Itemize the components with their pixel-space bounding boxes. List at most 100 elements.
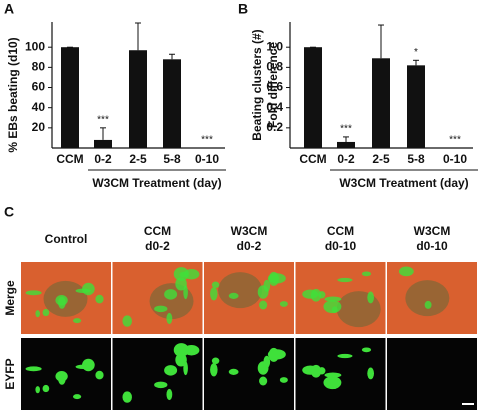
- fluorescent-cluster: [267, 349, 286, 360]
- y-tick-label: 1.0: [266, 39, 283, 53]
- fluorescent-cluster: [73, 318, 82, 324]
- bar: [407, 65, 425, 148]
- fluorescent-cluster: [25, 290, 42, 296]
- column-label: d0-2: [145, 239, 170, 253]
- fluorescent-cluster: [154, 381, 168, 389]
- fluorescent-cluster: [337, 277, 353, 283]
- y-tick-label: 20: [32, 120, 46, 134]
- column-label: d0-10: [325, 239, 357, 253]
- x-tick-label: 2-5: [129, 152, 147, 166]
- y-tick-label: 80: [32, 60, 46, 74]
- fluorescent-cluster: [122, 315, 132, 327]
- fluorescent-cluster: [164, 365, 178, 376]
- fluorescent-cluster: [228, 368, 239, 375]
- column-label: CCM: [144, 224, 171, 238]
- y-tick-label: 60: [32, 80, 46, 94]
- fluorescent-cluster: [367, 291, 375, 304]
- y-tick-label: 40: [32, 100, 46, 114]
- panel-letter: C: [4, 204, 14, 220]
- dark-region: [336, 291, 381, 328]
- fluorescent-cluster: [259, 300, 268, 310]
- fluorescent-cluster: [55, 295, 68, 306]
- fluorescent-cluster: [166, 388, 173, 401]
- fluorescent-cluster: [323, 300, 342, 314]
- fluorescent-cluster: [73, 394, 82, 400]
- bar: [61, 47, 79, 149]
- fluorescent-cluster: [35, 386, 40, 394]
- fluorescent-cluster: [175, 353, 187, 367]
- bar: [163, 59, 181, 148]
- bar: [304, 47, 322, 149]
- y-tick-label: 100: [25, 39, 45, 53]
- fluorescent-cluster: [42, 384, 50, 393]
- fluorescent-cluster: [259, 376, 268, 386]
- x-tick-label: CCM: [299, 152, 326, 166]
- fluorescent-cluster: [75, 364, 92, 369]
- column-label: W3CM: [414, 224, 451, 238]
- y-tick-label: 0.4: [266, 100, 283, 114]
- significance: ***: [97, 114, 109, 125]
- fluorescent-cluster: [25, 366, 42, 372]
- y-axis-label: Beating clusters (#): [250, 29, 264, 140]
- column-label: CCM: [327, 224, 354, 238]
- fluorescent-cluster: [122, 391, 132, 403]
- fluorescent-cluster: [263, 279, 271, 292]
- fluorescent-cluster: [323, 376, 342, 390]
- fluorescent-cluster: [166, 312, 173, 325]
- fluorescent-cluster: [367, 367, 375, 380]
- fluorescent-cluster: [398, 266, 414, 277]
- column-label: W3CM: [231, 224, 268, 238]
- panel-letter: B: [238, 1, 248, 17]
- fluorescent-cluster: [173, 343, 189, 357]
- y-tick-label: 0.8: [266, 60, 283, 74]
- column-label: Control: [45, 232, 88, 246]
- x-tick-label: 0-10: [443, 152, 467, 166]
- fluorescent-cluster: [42, 308, 50, 317]
- fluorescent-cluster: [324, 296, 342, 302]
- fluorescent-cluster: [337, 353, 353, 359]
- x-tick-label: 5-8: [407, 152, 425, 166]
- dark-region: [218, 272, 263, 309]
- micrograph: [204, 338, 294, 410]
- fluorescent-cluster: [35, 310, 40, 318]
- x-axis-label: W3CM Treatment (day): [92, 176, 221, 190]
- fluorescent-cluster: [324, 372, 342, 378]
- significance: ***: [449, 135, 461, 146]
- panel-letter: A: [4, 1, 14, 17]
- fluorescent-cluster: [361, 347, 372, 353]
- fluorescent-cluster: [75, 288, 92, 293]
- significance: ***: [201, 135, 213, 146]
- bar: [337, 141, 355, 148]
- fluorescent-cluster: [424, 300, 432, 309]
- bar: [129, 50, 147, 148]
- row-label: Merge: [3, 280, 17, 316]
- x-tick-label: 0-10: [195, 152, 219, 166]
- y-axis-label: % EBs beating (d10): [6, 37, 20, 152]
- fluorescent-cluster: [183, 285, 188, 300]
- x-tick-label: 0-2: [94, 152, 112, 166]
- fluorescent-cluster: [279, 301, 288, 307]
- fluorescent-cluster: [95, 370, 104, 380]
- significance: ***: [340, 124, 352, 135]
- x-tick-label: 0-2: [337, 152, 355, 166]
- fluorescent-cluster: [210, 287, 218, 301]
- fluorescent-cluster: [211, 281, 220, 289]
- fluorescent-cluster: [175, 277, 187, 291]
- dark-region: [405, 280, 450, 317]
- column-label: d0-10: [416, 239, 448, 253]
- fluorescent-cluster: [279, 377, 288, 383]
- fluorescent-cluster: [361, 271, 372, 277]
- row-label: EYFP: [3, 358, 17, 389]
- fluorescent-cluster: [55, 371, 68, 382]
- significance: *: [414, 47, 418, 58]
- micrograph: [387, 338, 477, 410]
- fluorescent-cluster: [267, 273, 286, 284]
- fluorescent-cluster: [263, 355, 271, 368]
- fluorescent-cluster: [210, 363, 218, 377]
- x-tick-label: 2-5: [372, 152, 390, 166]
- x-tick-label: 5-8: [163, 152, 181, 166]
- fluorescent-cluster: [154, 305, 168, 313]
- fluorescent-cluster: [310, 288, 322, 302]
- fluorescent-cluster: [211, 357, 220, 365]
